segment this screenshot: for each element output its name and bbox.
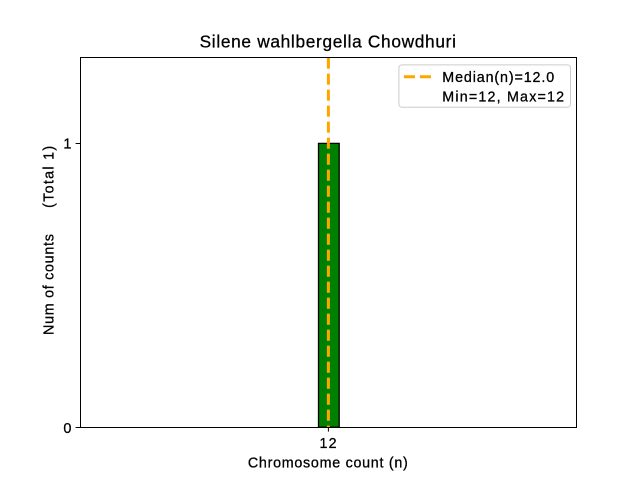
svg-text:1: 1 <box>63 136 71 152</box>
svg-text:Median(n)=12.0: Median(n)=12.0 <box>442 70 555 86</box>
svg-text:Chromosome count (n): Chromosome count (n) <box>248 456 409 472</box>
svg-text:12: 12 <box>320 436 338 452</box>
svg-text:0: 0 <box>63 421 71 437</box>
svg-text:Min=12, Max=12: Min=12, Max=12 <box>442 89 565 105</box>
svg-text:(Total 1): (Total 1) <box>41 145 57 208</box>
svg-text:Num of counts: Num of counts <box>41 233 57 335</box>
svg-text:Silene wahlbergella Chowdhuri: Silene wahlbergella Chowdhuri <box>200 31 457 51</box>
